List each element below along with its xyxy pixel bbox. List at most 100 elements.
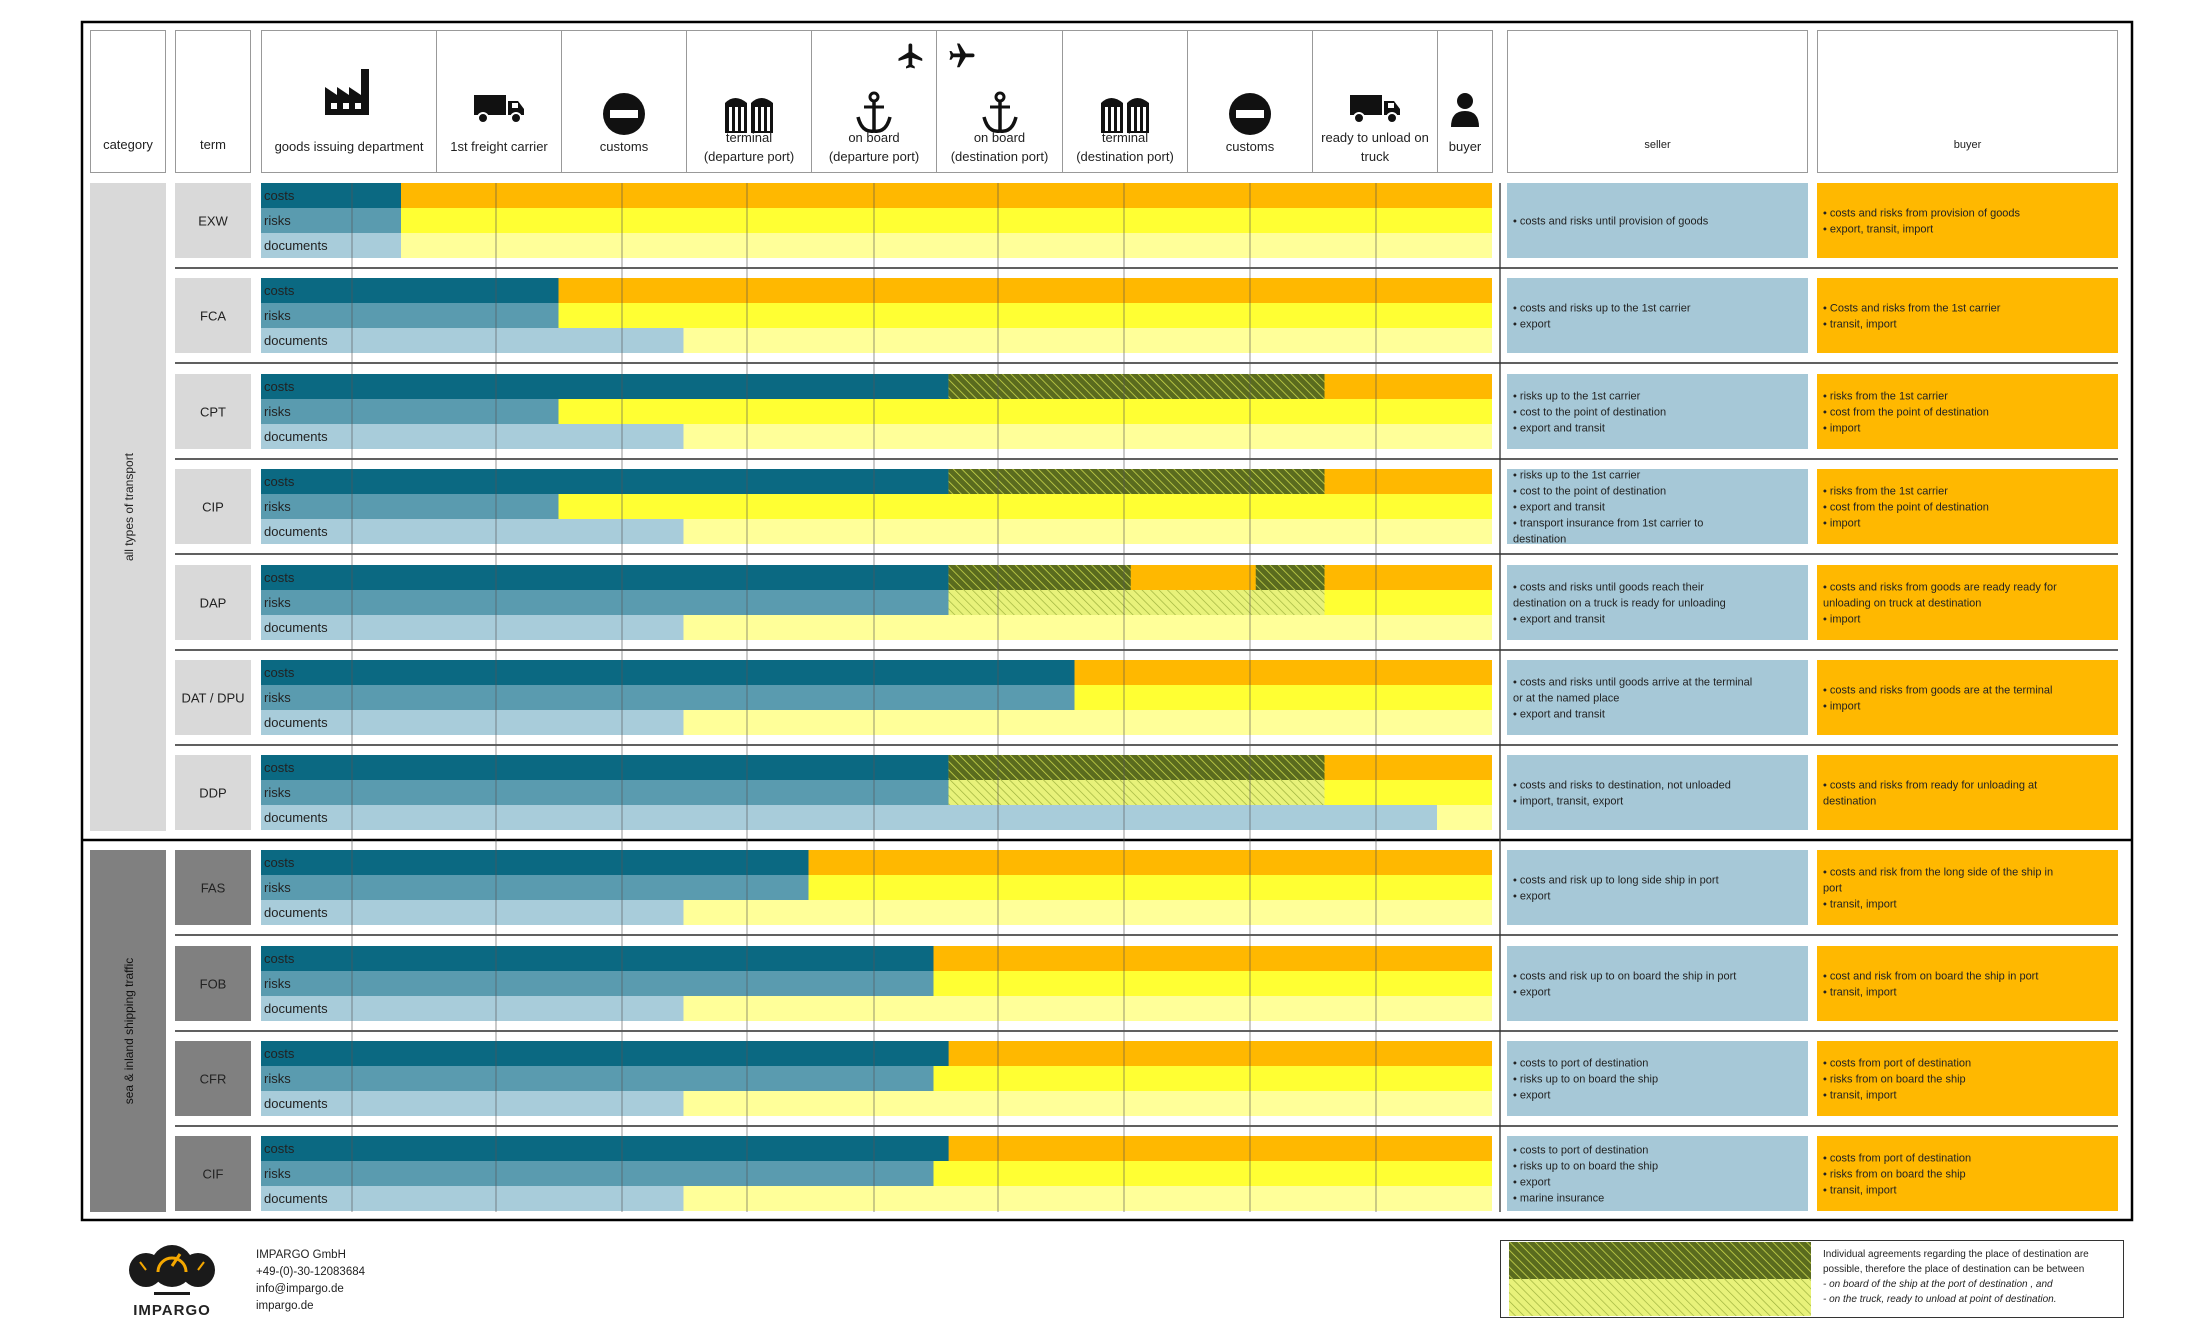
buyer-text: • costs and risks from provision of good… — [1823, 208, 2021, 220]
buyer-text: • cost from the point of destination — [1823, 407, 1989, 419]
costs-bar-hatch — [948, 755, 1325, 780]
documents-label: documents — [264, 333, 328, 348]
documents-bar-seller — [261, 805, 1437, 830]
factory-icon — [262, 63, 436, 119]
buyer-panel — [1817, 183, 2118, 258]
buyer-panel — [1817, 565, 2118, 640]
buyer-text: • costs from port of destination — [1823, 1058, 1971, 1070]
documents-bar-seller — [261, 233, 401, 258]
costs-label: costs — [264, 1046, 295, 1061]
costs-label: costs — [264, 474, 295, 489]
stage-header-8: ready to unload on truck — [1312, 30, 1438, 173]
costs-bar-seller — [261, 469, 949, 494]
buyer-text: • costs and risk from the long side of t… — [1823, 867, 2053, 879]
seller-panel — [1507, 850, 1808, 925]
company-website[interactable]: impargo.de — [256, 1300, 314, 1312]
seller-text: • risks up to the 1st carrier — [1513, 391, 1641, 403]
seller-text: • export and transit — [1513, 423, 1605, 435]
category-label-sea: sea & inland shipping traffic — [122, 958, 136, 1105]
risks-bar-seller — [261, 1161, 934, 1186]
documents-bar-seller — [261, 615, 684, 640]
costs-bar-seller — [261, 1136, 949, 1161]
term-cell — [175, 1041, 251, 1116]
seller-text: • costs to port of destination — [1513, 1058, 1648, 1070]
buyer-text: • import — [1823, 423, 1860, 435]
seller-text: • export and transit — [1513, 614, 1605, 626]
company-name: IMPARGO GmbH — [256, 1249, 346, 1261]
costs-bar-seller — [261, 946, 934, 971]
seller-text: destination — [1513, 534, 1566, 546]
buyer-text: • costs from port of destination — [1823, 1153, 1971, 1165]
documents-label: documents — [264, 429, 328, 444]
buyer-text: • export, transit, import — [1823, 224, 1933, 236]
legend-line-4: - on the truck, ready to unload at point… — [1823, 1294, 2057, 1305]
seller-text: • export — [1513, 891, 1550, 903]
seller-panel — [1507, 946, 1808, 1021]
buyer-text: • import — [1823, 614, 1860, 626]
buyer-text: • transit, import — [1823, 899, 1897, 911]
term-cell — [175, 374, 251, 449]
risks-label: risks — [264, 1071, 291, 1086]
term-label: DDP — [199, 786, 226, 801]
costs-bar-seller — [261, 850, 809, 875]
company-email[interactable]: info@impargo.de — [256, 1283, 344, 1295]
documents-bar-seller — [261, 519, 684, 544]
risks-label: risks — [264, 308, 291, 323]
seller-text: • export — [1513, 1177, 1550, 1189]
stage-label: buyer — [1438, 137, 1492, 156]
costs-bar-buyer — [261, 183, 1492, 208]
costs-bar-hatch — [1255, 565, 1325, 590]
term-label: DAP — [200, 596, 227, 611]
seller-header-cell: seller — [1507, 30, 1808, 173]
documents-bar-seller — [261, 424, 684, 449]
stage-label-line2: (destination port) — [1076, 149, 1174, 164]
stage-label: ready to unload on truck — [1313, 128, 1437, 166]
truck-icon — [437, 91, 561, 125]
costs-label: costs — [264, 760, 295, 775]
costs-bar-seller — [261, 660, 1075, 685]
costs-label: costs — [264, 283, 295, 298]
risks-label: risks — [264, 499, 291, 514]
term-label: FAS — [201, 881, 226, 896]
term-label: FOB — [200, 977, 227, 992]
term-label: CIF — [203, 1167, 224, 1182]
hatch-legend: Individual agreements regarding the plac… — [1500, 1240, 2124, 1318]
documents-bar-seller — [261, 328, 684, 353]
seller-text: • costs to port of destination — [1513, 1145, 1648, 1157]
buyer-text: • risks from on board the ship — [1823, 1169, 1966, 1181]
documents-label: documents — [264, 1096, 328, 1111]
stage-label: goods issuing department — [262, 137, 436, 156]
risks-bar-seller — [261, 875, 809, 900]
buyer-panel — [1817, 469, 2118, 544]
term-label: CFR — [200, 1072, 227, 1087]
buyer-text: • costs and risks from goods are ready r… — [1823, 582, 2057, 594]
risks-label: risks — [264, 213, 291, 228]
risks-bar-seller — [261, 780, 949, 805]
seller-header: seller — [1644, 139, 1671, 151]
documents-label: documents — [264, 1191, 328, 1206]
person-icon — [1438, 91, 1492, 129]
seller-panel — [1507, 1041, 1808, 1116]
no-entry-icon — [1188, 91, 1312, 137]
seller-text: • risks up to on board the ship — [1513, 1161, 1658, 1173]
risks-label: risks — [264, 880, 291, 895]
documents-label: documents — [264, 620, 328, 635]
term-cell — [175, 1136, 251, 1211]
risks-bar-seller — [261, 1066, 934, 1091]
stage-header-2: customs — [561, 30, 687, 173]
stage-label: terminal (departure port) — [687, 128, 811, 166]
costs-label: costs — [264, 855, 295, 870]
buyer-header-cell: buyer — [1817, 30, 2118, 173]
documents-bar-seller — [261, 1186, 684, 1211]
costs-bar-seller — [261, 278, 559, 303]
seller-text: • cost to the point of destination — [1513, 486, 1666, 498]
stage-label-line1: customs — [1225, 139, 1275, 154]
seller-panel — [1507, 660, 1808, 735]
stage-header-7: customs — [1187, 30, 1313, 173]
buyer-text: • risks from the 1st carrier — [1823, 486, 1948, 498]
costs-label: costs — [264, 1141, 295, 1156]
costs-bar-hatch — [948, 469, 1325, 494]
stage-label-line1: on board — [848, 130, 900, 145]
category-header-cell: category — [90, 30, 166, 173]
